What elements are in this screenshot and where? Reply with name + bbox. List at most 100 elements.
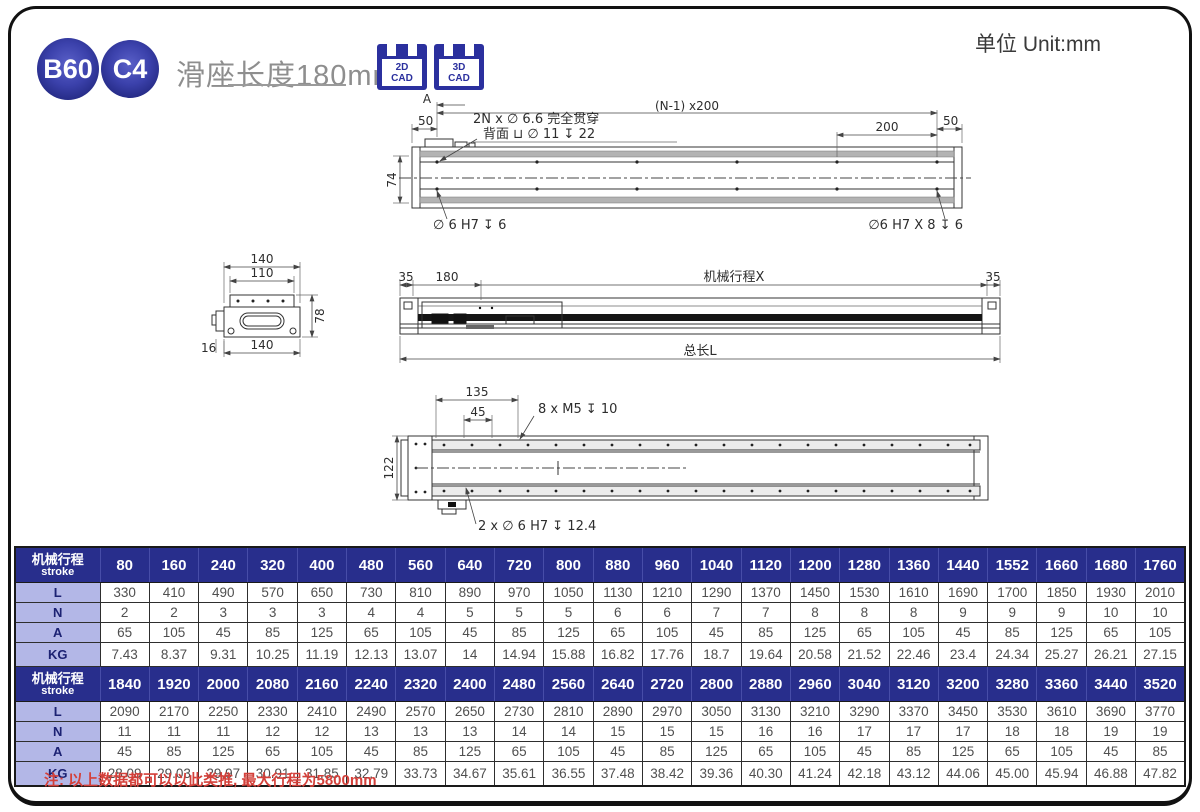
value-cell-kg: 14 (444, 642, 496, 667)
value-cell-l: 1130 (592, 582, 643, 603)
value-cell-n: 18 (987, 721, 1038, 742)
value-cell-l: 2410 (296, 701, 348, 722)
value-cell-a: 105 (888, 622, 939, 643)
value-cell-kg: 36.55 (543, 761, 594, 787)
value-cell-n: 2 (148, 602, 200, 623)
dim-200: 200 (876, 120, 899, 134)
value-cell-n: 17 (937, 721, 989, 742)
stroke-value-cell: 400 (296, 546, 348, 583)
dim-35-left: 35 (398, 270, 413, 284)
value-cell-n: 6 (641, 602, 693, 623)
dim-122: 122 (382, 457, 396, 480)
value-cell-kg: 45.94 (1036, 761, 1087, 787)
value-cell-l: 410 (148, 582, 200, 603)
value-cell-l: 1930 (1085, 582, 1137, 603)
stroke-value-cell: 2080 (247, 666, 298, 702)
dim-140-top: 140 (251, 252, 274, 266)
value-cell-kg: 47.82 (1135, 761, 1186, 787)
value-cell-l: 2010 (1135, 582, 1186, 603)
row-label-a: A (14, 622, 101, 643)
cad-2d-download-icon[interactable]: 2D CAD (377, 44, 427, 90)
value-cell-n: 15 (691, 721, 742, 742)
row-label-kg: KG (14, 761, 101, 787)
value-cell-kg: 38.42 (641, 761, 693, 787)
value-cell-kg: 17.76 (641, 642, 693, 667)
floppy-notch (408, 44, 417, 56)
value-cell-n: 12 (247, 721, 298, 742)
value-cell-l: 3370 (888, 701, 939, 722)
value-cell-n: 12 (296, 721, 348, 742)
value-cell-n: 4 (395, 602, 446, 623)
value-cell-n: 3 (247, 602, 298, 623)
dim-50-left: 50 (418, 114, 433, 128)
value-cell-n: 10 (1135, 602, 1186, 623)
floppy-notch (387, 44, 396, 56)
value-cell-l: 490 (198, 582, 249, 603)
value-cell-kg: 30.91 (247, 761, 298, 787)
value-cell-kg: 33.73 (395, 761, 446, 787)
value-cell-l: 2890 (592, 701, 643, 722)
stroke-value-cell: 2560 (543, 666, 594, 702)
value-cell-l: 730 (346, 582, 397, 603)
top-view-drawing: 50 A (N-1) x200 200 50 74 2N x ∅ 6.6 完全贯… (385, 92, 971, 233)
value-cell-kg: 22.46 (888, 642, 939, 667)
stroke-header-cell: 机械行程 stroke (14, 546, 101, 583)
value-cell-l: 2570 (395, 701, 446, 722)
stroke-value-cell: 1552 (987, 546, 1038, 583)
value-cell-a: 105 (395, 622, 446, 643)
value-cell-n: 14 (493, 721, 545, 742)
value-cell-kg: 12.13 (346, 642, 397, 667)
value-cell-l: 1450 (789, 582, 841, 603)
cad-3d-label: 3D CAD (439, 59, 479, 86)
value-cell-kg: 11.19 (296, 642, 348, 667)
stroke-value-cell: 3200 (937, 666, 989, 702)
value-cell-l: 810 (395, 582, 446, 603)
value-cell-kg: 9.31 (198, 642, 249, 667)
stroke-value-cell: 2160 (296, 666, 348, 702)
value-cell-n: 10 (1085, 602, 1137, 623)
value-cell-kg: 10.25 (247, 642, 298, 667)
value-cell-a: 45 (839, 741, 890, 762)
value-cell-a: 85 (888, 741, 939, 762)
stroke-value-cell: 480 (346, 546, 397, 583)
dim-16: 16 (201, 341, 216, 355)
cad-3d-download-icon[interactable]: 3D CAD (434, 44, 484, 90)
value-cell-kg: 27.15 (1135, 642, 1186, 667)
stroke-value-cell: 80 (99, 546, 150, 583)
value-cell-n: 16 (740, 721, 791, 742)
value-cell-a: 85 (493, 622, 545, 643)
stroke-value-cell: 2720 (641, 666, 693, 702)
value-cell-a: 65 (493, 741, 545, 762)
stroke-value-cell: 2000 (198, 666, 249, 702)
value-cell-a: 45 (444, 622, 496, 643)
value-cell-l: 3290 (839, 701, 890, 722)
stroke-value-cell: 640 (444, 546, 496, 583)
unit-label: 单位 Unit:mm (975, 33, 1101, 56)
cad-2d-label: 2D CAD (382, 59, 422, 86)
stroke-value-cell: 1040 (691, 546, 742, 583)
value-cell-n: 8 (888, 602, 939, 623)
stroke-value-cell: 800 (543, 546, 594, 583)
value-cell-n: 5 (543, 602, 594, 623)
title-underline (228, 84, 346, 86)
value-cell-a: 45 (691, 622, 742, 643)
value-cell-a: 85 (641, 741, 693, 762)
value-cell-a: 125 (937, 741, 989, 762)
stroke-value-cell: 3040 (839, 666, 890, 702)
dim-180: 180 (436, 270, 459, 284)
stroke-value-cell: 2880 (740, 666, 791, 702)
dim-span: (N-1) x200 (655, 99, 719, 113)
stroke-value-cell: 1360 (888, 546, 939, 583)
value-cell-kg: 41.24 (789, 761, 841, 787)
dim-110: 110 (251, 266, 274, 280)
value-cell-l: 1050 (543, 582, 594, 603)
dim-78: 78 (313, 308, 327, 323)
side-view-drawing: 35 180 机械行程X 35 总长L (398, 270, 1001, 363)
value-cell-l: 3050 (691, 701, 742, 722)
value-cell-kg: 40.30 (740, 761, 791, 787)
value-cell-a: 125 (198, 741, 249, 762)
callout-counterbore-2: 背面 ⊔ ∅ 11 ↧ 22 (483, 127, 595, 142)
stroke-value-cell: 1680 (1085, 546, 1137, 583)
value-cell-kg: 23.4 (937, 642, 989, 667)
bottom-view-drawing: 135 45 8 x M5 ↧ 10 122 2 x ∅ 6 H7 ↧ 12.4 (382, 385, 989, 534)
